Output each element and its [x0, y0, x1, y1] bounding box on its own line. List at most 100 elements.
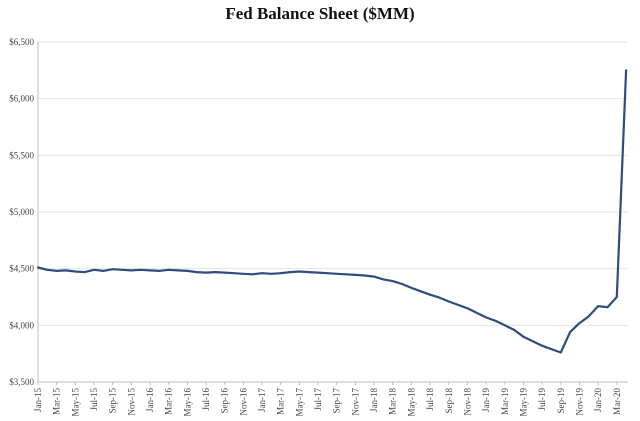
y-tick-label: $5,000 — [9, 207, 34, 217]
data-point — [550, 348, 553, 350]
x-tick-label: May-16 — [182, 388, 192, 417]
data-point — [130, 269, 133, 272]
y-axis: $3,500 $4,000 $4,500 $5,000 $5,500 $6,000 $6,5… — [9, 37, 39, 387]
x-tick-label: Jan-15 — [33, 388, 43, 412]
data-point — [261, 272, 263, 275]
data-point — [317, 271, 319, 274]
data-point — [401, 283, 403, 285]
chart-title: Fed Balance Sheet ($MM) — [225, 4, 415, 23]
x-tick-label: Sep-16 — [220, 388, 230, 414]
data-point — [177, 269, 179, 272]
data-point — [298, 270, 301, 273]
x-tick-label: Nov-16 — [238, 388, 248, 416]
data-point — [373, 275, 375, 278]
x-tick-label: Jan-16 — [145, 388, 155, 412]
data-point — [233, 272, 235, 275]
data-point — [242, 272, 245, 275]
gridlines — [38, 41, 628, 383]
data-point — [363, 274, 366, 277]
data-point — [195, 271, 198, 273]
data-point — [121, 268, 123, 271]
data-point — [335, 272, 338, 275]
x-tick-label: May-19 — [518, 388, 528, 417]
x-tick-label: Sep-15 — [108, 388, 118, 414]
x-axis: Jan-15 Mar-15 May-15 Jul-15 Sep-15 Nov-15 Jan-… — [33, 382, 622, 417]
data-point — [93, 268, 95, 271]
y-tick-label: $4,000 — [9, 320, 34, 330]
x-tick-label: Sep-17 — [332, 388, 342, 414]
data-point — [475, 312, 478, 314]
data-point — [83, 271, 86, 273]
data-point — [410, 287, 413, 289]
x-tick-label: May-17 — [294, 388, 304, 417]
data-point — [503, 324, 506, 327]
x-tick-label: Jul-17 — [313, 388, 323, 411]
x-tick-label: Jul-15 — [89, 388, 99, 411]
data-point — [102, 270, 105, 272]
data-point — [326, 272, 329, 275]
data-point — [307, 271, 310, 273]
x-tick-label: Jan-20 — [593, 388, 603, 412]
data-point — [279, 272, 282, 275]
data-point — [587, 315, 590, 318]
data-point — [55, 270, 58, 272]
x-tick-label: Mar-18 — [388, 388, 398, 415]
data-point — [251, 273, 254, 276]
data-point — [597, 305, 599, 307]
data-point — [531, 340, 534, 343]
data-point — [111, 268, 114, 271]
y-tick-label: $3,500 — [9, 377, 34, 387]
data-point — [457, 304, 459, 306]
data-point — [354, 274, 357, 276]
data-point — [522, 335, 525, 338]
x-tick-label: Sep-18 — [444, 388, 454, 414]
data-point — [438, 296, 441, 299]
data-point — [139, 268, 142, 271]
data-point — [578, 322, 581, 324]
data-point — [429, 293, 431, 296]
data-point — [46, 268, 49, 271]
data-point — [559, 351, 562, 354]
y-tick-label: $6,500 — [9, 37, 34, 47]
data-point — [382, 278, 385, 281]
data-point — [205, 271, 207, 274]
data-point — [186, 270, 189, 272]
x-tick-label: Jan-18 — [369, 388, 379, 412]
data-point — [569, 331, 571, 333]
data-point — [223, 271, 226, 274]
y-tick-label: $4,500 — [9, 264, 34, 274]
x-tick-label: May-15 — [70, 388, 80, 417]
data-point — [391, 280, 394, 282]
series-line — [36, 69, 628, 354]
data-point — [606, 306, 609, 309]
x-tick-label: Mar-15 — [52, 388, 62, 415]
data-point — [466, 307, 469, 310]
x-tick-label: Mar-16 — [164, 388, 174, 415]
data-point — [270, 272, 273, 275]
x-tick-label: Nov-17 — [350, 388, 360, 416]
y-tick-label: $5,500 — [9, 150, 34, 160]
series-layer — [36, 69, 628, 354]
x-tick-label: Jul-19 — [537, 388, 547, 411]
x-tick-label: Mar-17 — [276, 388, 286, 415]
x-tick-label: Nov-15 — [126, 388, 136, 416]
x-tick-label: Nov-19 — [574, 388, 584, 416]
data-point — [345, 273, 347, 276]
data-point — [65, 269, 67, 272]
data-point — [149, 269, 151, 272]
x-tick-label: Jul-16 — [201, 388, 211, 411]
data-point — [541, 344, 543, 347]
data-point — [447, 300, 450, 303]
x-tick-label: Jan-19 — [481, 388, 491, 412]
data-point — [214, 271, 217, 273]
data-point — [513, 329, 515, 331]
data-point — [158, 270, 161, 272]
data-point — [419, 290, 422, 293]
x-tick-label: Jan-17 — [257, 388, 267, 412]
data-point — [37, 266, 39, 269]
data-point — [615, 296, 618, 298]
data-point — [494, 319, 497, 322]
x-tick-label: Sep-19 — [556, 388, 566, 414]
data-point — [167, 268, 170, 271]
